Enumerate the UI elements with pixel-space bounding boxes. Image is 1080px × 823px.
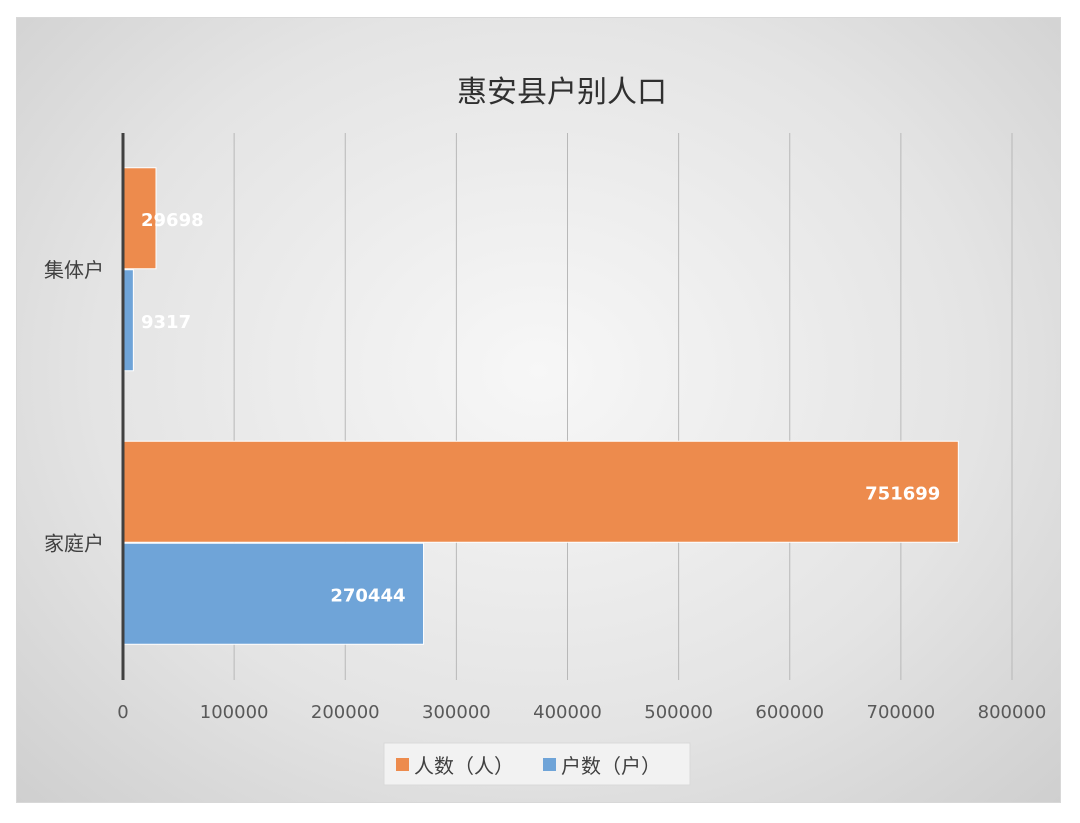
x-axis-ticks: 0 100000 200000 300000 400000 500000 600000 700… [117,702,1046,723]
x-tick-label: 500000 [644,702,713,723]
bars [122,167,959,645]
x-tick-label: 100000 [200,702,269,723]
legend-swatch-households [543,758,556,771]
chart-frame [17,18,1060,802]
x-tick-label: 300000 [422,702,491,723]
x-tick-label: 700000 [867,702,936,723]
x-tick-label: 800000 [978,702,1047,723]
data-labels: 29698 9317 751699 270444 [141,210,940,607]
x-tick-label: 0 [117,702,128,723]
category-label: 集体户 [44,258,104,282]
data-label: 270444 [330,585,405,606]
bar [122,167,157,270]
legend-box [383,742,691,786]
category-label: 家庭户 [44,531,104,555]
bar [122,542,425,645]
legend-label-households: 户数（户） [561,754,661,778]
bar [122,269,134,372]
data-label: 9317 [141,312,191,333]
legend-swatch-persons [396,758,409,771]
gridlines [233,133,1013,680]
legend-label-persons: 人数（人） [414,754,514,778]
bar [122,440,959,543]
x-tick-label: 600000 [755,702,824,723]
data-label: 751699 [865,483,940,504]
data-label: 29698 [141,210,204,231]
x-tick-label: 200000 [311,702,380,723]
x-tick-label: 400000 [533,702,602,723]
legend: 人数（人） 户数（户） [383,742,691,786]
chart-title: 惠安县户别人口 [457,75,667,110]
